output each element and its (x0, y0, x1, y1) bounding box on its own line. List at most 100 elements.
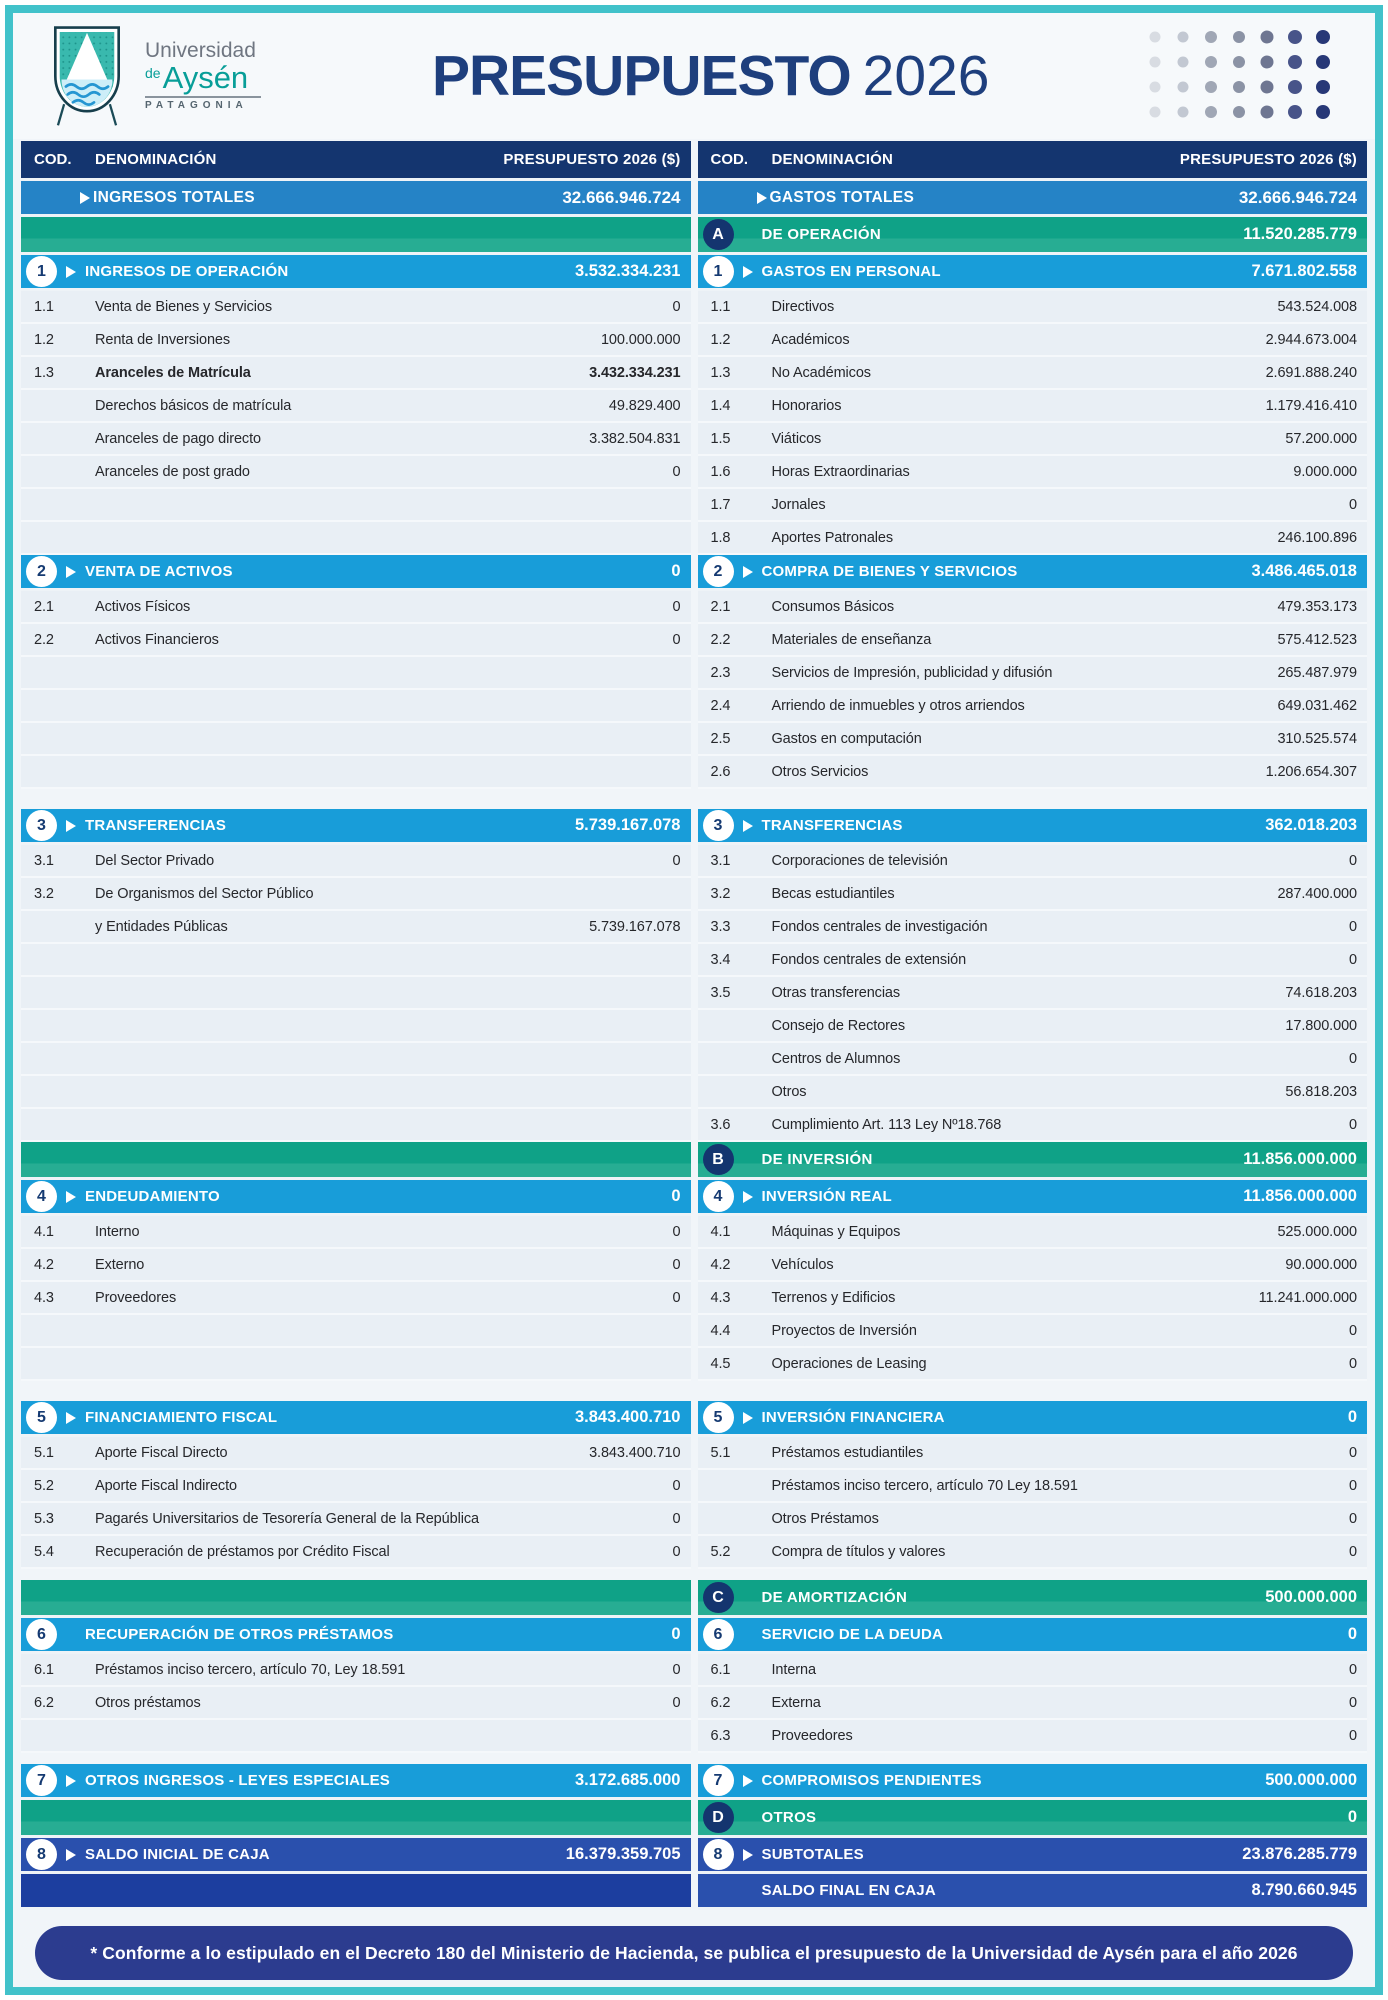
line-value: 0 (1349, 1322, 1357, 1339)
line-label: Interna (771, 1661, 817, 1678)
section-number-badge: 8 (702, 1839, 734, 1870)
triangle-arrow-icon (66, 1848, 76, 1861)
line-code: 6.3 (710, 1727, 731, 1744)
line-label: Cumplimiento Art. 113 Ley Nº18.768 (771, 1116, 1002, 1133)
empty-line-row (21, 1109, 691, 1142)
empty-line-row (21, 522, 691, 555)
section-number-badge: 7 (26, 1765, 57, 1796)
final-balance-row: SALDO FINAL EN CAJA 8.790.660.945 (697, 1874, 1367, 1910)
line-item-row: 1.6 Horas Extraordinarias 9.000.000 (697, 456, 1367, 489)
line-value: 3.432.334.231 (589, 364, 681, 381)
line-value: 649.031.462 (1277, 697, 1357, 714)
row-value: 0 (1347, 1408, 1357, 1426)
empty-line-row (21, 1043, 691, 1076)
line-code: 4.5 (710, 1355, 731, 1372)
line-code: 1.2 (34, 331, 54, 348)
section-header-row: 7 COMPROMISOS PENDIENTES 500.000.000 (697, 1764, 1367, 1800)
line-code: 3.3 (710, 918, 731, 935)
triangle-arrow-icon (742, 1848, 753, 1861)
line-label: Fondos centrales de extensión (771, 951, 967, 968)
line-label: Centros de Alumnos (771, 1050, 901, 1067)
line-value: 0 (1349, 496, 1357, 513)
row-label: DE OPERACIÓN (761, 226, 881, 243)
section-number-badge: 6 (702, 1619, 734, 1650)
triangle-arrow-icon (742, 1411, 753, 1424)
row-value: 0 (1347, 1808, 1357, 1826)
line-label: Proveedores (95, 1289, 177, 1306)
line-value: 0 (672, 1543, 681, 1560)
row-value: 16.379.359.705 (565, 1845, 681, 1863)
row-label: FINANCIAMIENTO FISCAL (85, 1409, 278, 1426)
row-value: 3.843.400.710 (574, 1408, 681, 1426)
line-label: Otros préstamos (95, 1694, 201, 1711)
row-label: INGRESOS TOTALES (93, 188, 255, 206)
row-label: COMPRA DE BIENES Y SERVICIOS (761, 563, 1018, 580)
line-label: Becas estudiantiles (771, 885, 895, 902)
line-value: 0 (672, 1694, 681, 1711)
row-value: 8.790.660.945 (1251, 1881, 1357, 1899)
line-code: 5.2 (34, 1477, 54, 1494)
line-label: De Organismos del Sector Público (95, 885, 314, 902)
brand-line3: PATAGONIA (145, 100, 248, 112)
line-label: Servicios de Impresión, publicidad y dif… (771, 664, 1053, 681)
line-value: 0 (1349, 1050, 1357, 1067)
line-code: 1.7 (710, 496, 731, 513)
section-number-badge: 1 (702, 256, 734, 287)
line-label: Externo (95, 1256, 145, 1273)
line-code: 6.1 (34, 1661, 54, 1678)
line-value: 0 (1349, 1477, 1357, 1494)
category-spacer-row (21, 1800, 691, 1838)
line-item-row: 5.2 Aporte Fiscal Indirecto 0 (21, 1470, 691, 1503)
triangle-arrow-icon (66, 1774, 76, 1787)
triangle-arrow-icon (742, 265, 753, 278)
line-value: 5.739.167.078 (589, 918, 681, 935)
line-value: 0 (1349, 1444, 1357, 1461)
triangle-arrow-icon (80, 191, 90, 204)
category-letter-badge: C (702, 1582, 734, 1613)
row-value: 500.000.000 (1265, 1588, 1357, 1606)
line-code: 4.2 (34, 1256, 54, 1273)
row-value: 32.666.946.724 (562, 187, 681, 207)
line-code: 2.2 (710, 631, 731, 648)
line-item-row: Centros de Alumnos 0 (697, 1043, 1367, 1076)
section-number-badge: 6 (26, 1619, 57, 1650)
line-label: Académicos (771, 331, 850, 348)
line-item-row: Consejo de Rectores 17.800.000 (697, 1010, 1367, 1043)
line-item-row: 1.1 Venta de Bienes y Servicios 0 (21, 291, 691, 324)
line-label: Interno (95, 1223, 140, 1240)
line-code: 3.6 (710, 1116, 731, 1133)
line-item-row: 1.8 Aportes Patronales 246.100.896 (697, 522, 1367, 555)
section-number-badge: 1 (26, 256, 57, 287)
section-header-row: 1 INGRESOS DE OPERACIÓN 3.532.334.231 (21, 255, 691, 291)
section-header-row: 5 FINANCIAMIENTO FISCAL 3.843.400.710 (21, 1401, 691, 1437)
empty-line-row (21, 1720, 691, 1753)
row-label: ENDEUDAMIENTO (85, 1188, 220, 1205)
line-value: 0 (672, 298, 681, 315)
line-label: Aportes Patronales (771, 529, 894, 546)
line-code: 5.2 (710, 1543, 731, 1560)
line-label: Viáticos (771, 430, 822, 447)
row-label: GASTOS TOTALES (769, 188, 915, 206)
line-code: 1.3 (710, 364, 731, 381)
line-code: 5.1 (710, 1444, 731, 1461)
line-item-row: 1.1 Directivos 543.524.008 (697, 291, 1367, 324)
line-item-row: 6.2 Externa 0 (697, 1687, 1367, 1720)
line-value: 3.843.400.710 (589, 1444, 681, 1461)
line-value: 0 (672, 1477, 681, 1494)
line-label: Activos Físicos (95, 598, 191, 615)
section-number-badge: 3 (26, 810, 57, 841)
line-label: Gastos en computación (771, 730, 922, 747)
row-label: VENTA DE ACTIVOS (85, 563, 233, 580)
section-header-row: 2 COMPRA DE BIENES Y SERVICIOS 3.486.465.0… (697, 555, 1367, 591)
line-label: Consumos Básicos (771, 598, 895, 615)
line-item-row: 3.2 De Organismos del Sector Público (21, 878, 691, 911)
line-item-row: 4.1 Interno 0 (21, 1216, 691, 1249)
category-letter-badge: D (702, 1802, 734, 1833)
line-label: Proveedores (771, 1727, 853, 1744)
row-label: TRANSFERENCIAS (85, 817, 227, 834)
title-word: PRESUPUESTO (431, 44, 852, 108)
line-label: Consejo de Rectores (771, 1017, 906, 1034)
budget-table: COD. DENOMINACIÓN PRESUPUESTO 2026 ($) INGR… (13, 139, 1375, 1910)
line-item-row: 4.4 Proyectos de Inversión 0 (697, 1315, 1367, 1348)
line-item-row: 1.4 Honorarios 1.179.416.410 (697, 390, 1367, 423)
